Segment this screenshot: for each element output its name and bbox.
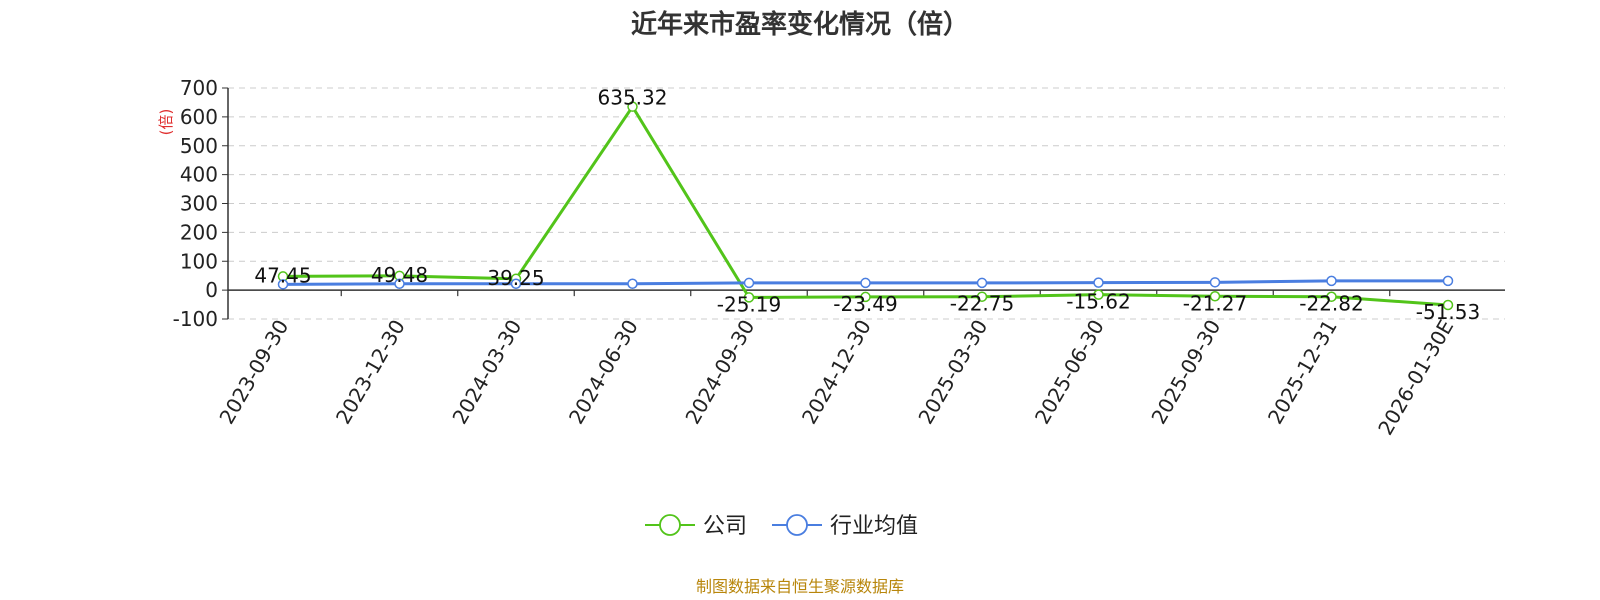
data-point	[627, 278, 638, 290]
data-label: 47.45	[254, 263, 311, 287]
data-point	[743, 292, 755, 303]
x-tick-label: 2024-06-30	[564, 316, 643, 429]
y-tick-label: 700	[180, 76, 218, 100]
x-tick-label: 2024-03-30	[447, 316, 526, 429]
x-tick-label: 2026-01-30E	[1373, 316, 1458, 440]
data-labels: 47.45 49.48 39.25 635.32 -25.19 -23.49 -22.75 -…	[254, 86, 1480, 324]
legend-marker	[659, 514, 681, 536]
data-point	[277, 279, 289, 290]
data-point	[860, 291, 871, 303]
data-point	[1442, 299, 1454, 311]
y-tick-label: 500	[180, 134, 218, 158]
legend-item[interactable]: 行业均值	[772, 514, 918, 539]
chart-title: 近年来市盈率变化情况（倍）	[631, 9, 969, 40]
data-point	[1093, 277, 1104, 288]
data-point	[627, 101, 638, 112]
x-tick-label: 2025-06-30	[1030, 316, 1109, 429]
axes: -100 0 100 200 300 400 500 600 700 2023-09-30 2023…	[173, 76, 1505, 439]
data-label: -25.19	[717, 292, 781, 316]
data-point	[1326, 275, 1337, 287]
y-tick-label: 0	[205, 278, 218, 302]
data-point	[1209, 291, 1221, 302]
data-point	[1442, 275, 1454, 287]
data-label: 49.48	[371, 263, 428, 287]
x-tick-label: 2025-09-30	[1146, 316, 1225, 429]
data-point	[976, 291, 988, 302]
legend-item[interactable]: 公司	[645, 514, 747, 539]
series-lines	[277, 101, 1454, 311]
data-label: -21.27	[1183, 291, 1247, 315]
x-tick-label: 2024-12-30	[797, 316, 876, 429]
data-point	[394, 278, 405, 290]
y-tick-label: 600	[180, 105, 218, 129]
series-line	[282, 105, 1449, 307]
x-tick-label: 2025-03-30	[913, 316, 992, 429]
y-tick-label: 200	[180, 220, 218, 244]
source-note: 制图数据来自恒生聚源数据库	[696, 577, 904, 596]
y-tick-label: -100	[173, 307, 218, 331]
data-point	[1209, 277, 1221, 288]
data-label: -22.82	[1299, 292, 1363, 316]
data-point	[976, 277, 988, 289]
data-label: 39.25	[487, 266, 544, 290]
legend-label: 公司	[703, 514, 747, 539]
x-tick-label: 2023-12-30	[331, 316, 410, 429]
data-label: -15.62	[1066, 290, 1130, 314]
data-point	[1326, 291, 1337, 302]
y-tick-label: 300	[180, 192, 218, 216]
data-label: -22.75	[950, 292, 1014, 316]
data-label: -23.49	[833, 292, 897, 316]
data-point	[510, 278, 522, 290]
legend-label: 行业均值	[830, 514, 918, 539]
legend: 公司 行业均值	[645, 514, 918, 539]
data-point	[860, 277, 871, 289]
legend-marker	[786, 514, 808, 536]
y-axis-label: (倍)	[157, 109, 175, 136]
data-point	[743, 277, 755, 289]
x-tick-label: 2024-09-30	[680, 316, 759, 429]
y-tick-label: 400	[180, 163, 218, 187]
data-label: -51.53	[1416, 300, 1480, 324]
data-label: 635.32	[598, 86, 668, 110]
y-tick-label: 100	[180, 249, 218, 273]
data-point	[1093, 289, 1104, 300]
x-tick-label: 2025-12-31	[1263, 316, 1342, 429]
x-tick-label: 2023-09-30	[214, 316, 293, 429]
